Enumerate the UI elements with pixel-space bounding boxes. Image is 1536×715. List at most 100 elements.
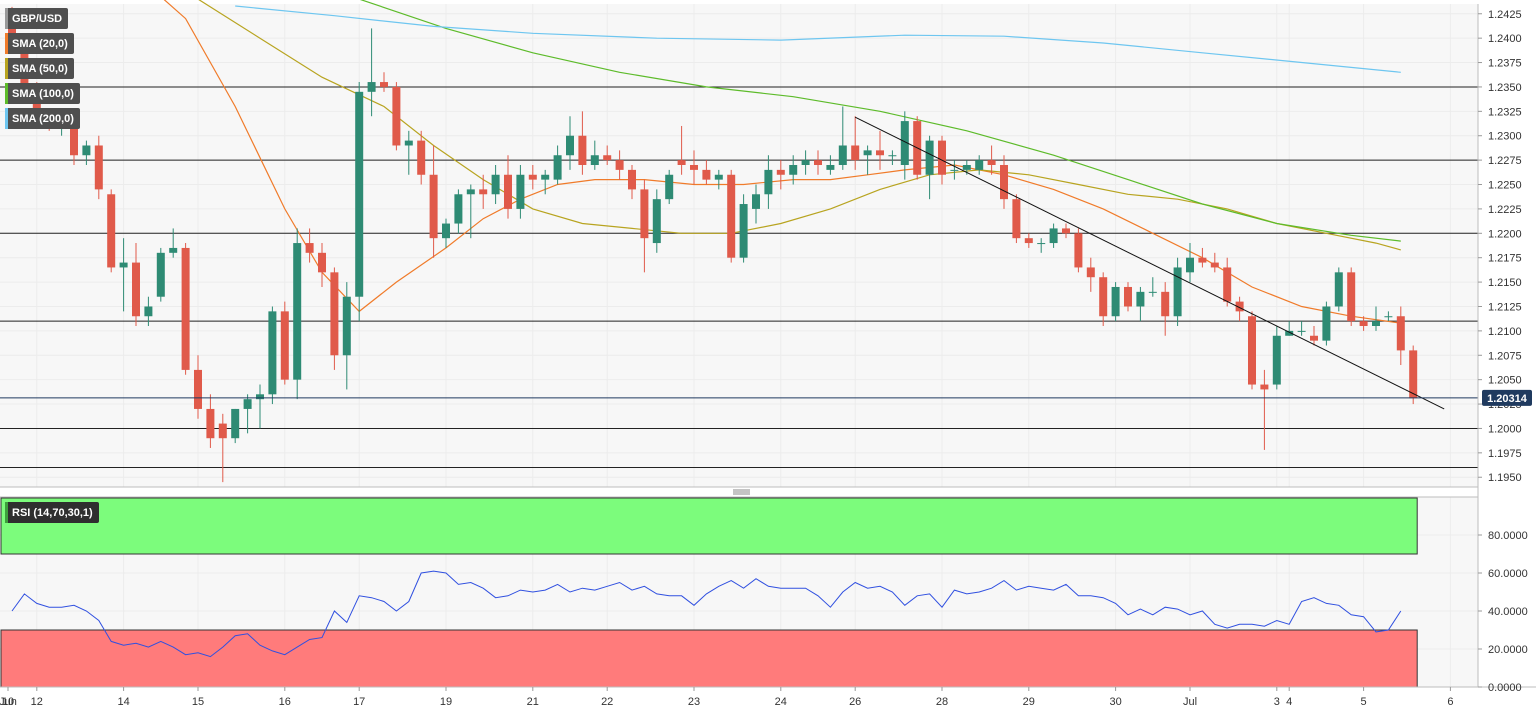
candle-body: [479, 189, 488, 195]
time-tick-label: 14: [117, 696, 129, 708]
rsi-tick-label: 0.0000: [1488, 682, 1522, 694]
candle-body: [665, 174, 674, 200]
candle-body: [1037, 243, 1046, 245]
rsi-legend-item[interactable]: RSI (14,70,30,1): [5, 502, 99, 523]
price-pane-bg: [0, 4, 1478, 487]
candle-body: [987, 160, 996, 165]
indicator-legend: GBP/USD SMA (20,0) SMA (50,0) SMA (100,0…: [5, 8, 80, 133]
price-tick-label: 1.2425: [1488, 9, 1522, 21]
candle-body: [442, 223, 450, 239]
legend-item-sma100[interactable]: SMA (100,0): [5, 83, 80, 104]
candle-body: [1372, 321, 1380, 326]
candle-body: [231, 408, 240, 439]
price-tick-label: 1.2250: [1488, 180, 1522, 192]
rsi-tick-label: 20.0000: [1488, 644, 1528, 656]
candle-body: [1409, 350, 1418, 399]
legend-label: SMA (50,0): [12, 62, 68, 75]
candle-body: [156, 252, 165, 297]
candle-body: [107, 194, 116, 268]
candle-body: [318, 252, 326, 273]
candle-body: [1161, 291, 1170, 317]
candle-body: [1062, 228, 1070, 234]
candle-body: [1285, 330, 1294, 336]
price-tick-label: 1.2075: [1488, 350, 1522, 362]
legend-item-sma20[interactable]: SMA (20,0): [5, 33, 74, 54]
time-tick-label: 29: [1023, 696, 1035, 708]
legend-item-symbol[interactable]: GBP/USD: [5, 8, 69, 29]
legend-item-sma200[interactable]: SMA (200,0): [5, 108, 80, 129]
time-tick-label: 23: [688, 696, 700, 708]
candle-body: [256, 394, 264, 400]
candle-body: [330, 272, 339, 356]
candle-body: [206, 408, 215, 439]
candle-body: [1310, 335, 1318, 341]
rsi-overbought-zone: [0, 497, 1418, 555]
time-tick-label: 15: [192, 696, 204, 708]
candle-body: [1396, 316, 1405, 351]
last-price-tag: 1.20314: [1482, 389, 1532, 406]
candle-body: [628, 169, 636, 190]
time-tick-label: Jun: [0, 696, 17, 708]
legend-swatch: [5, 502, 8, 523]
candle-body: [1074, 233, 1083, 268]
candle-body: [1248, 316, 1256, 385]
candle-body: [752, 194, 760, 209]
price-tick-label: 1.2225: [1488, 204, 1522, 216]
legend-item-sma50[interactable]: SMA (50,0): [5, 58, 74, 79]
sma-line: [359, 0, 1401, 242]
rsi-oversold-zone: [0, 629, 1418, 688]
candle-body: [876, 150, 884, 156]
candle-body: [863, 150, 872, 156]
price-gridlines: [0, 4, 1478, 487]
time-tick-label: 30: [1109, 696, 1121, 708]
candle-body: [243, 399, 252, 409]
candle-body: [1322, 306, 1331, 341]
pane-splitter-handle[interactable]: [733, 489, 750, 495]
candle-body: [566, 135, 574, 156]
candle-body: [702, 169, 711, 180]
candle-body: [491, 174, 500, 195]
candle-body: [652, 199, 661, 244]
candle-body: [268, 311, 277, 395]
price-tick-label: 1.2275: [1488, 155, 1522, 167]
candle-body: [690, 165, 698, 170]
price-tick-label: 1.2150: [1488, 277, 1522, 289]
time-tick-label: 5: [1361, 696, 1367, 708]
candle-body: [1049, 228, 1058, 244]
candle-body: [1347, 272, 1356, 322]
legend-swatch: [5, 8, 8, 29]
candle-body: [776, 169, 785, 175]
price-tick-label: 1.2375: [1488, 58, 1522, 70]
price-tick-label: 1.2050: [1488, 375, 1522, 387]
candle-body: [590, 155, 599, 165]
candle-body: [764, 169, 773, 195]
time-tick-label: 19: [440, 696, 452, 708]
candle-body: [578, 135, 587, 165]
time-tick-label: 4: [1286, 696, 1292, 708]
candle-body: [962, 165, 971, 170]
candle-body: [1384, 316, 1393, 318]
time-tick-label: 24: [775, 696, 787, 708]
candle-body: [789, 165, 798, 175]
candle-body: [169, 247, 178, 253]
price-tick-label: 1.2350: [1488, 82, 1522, 94]
candle-body: [454, 194, 463, 224]
last-price-tag-bg: [1482, 389, 1532, 406]
candle-body: [181, 247, 190, 370]
candle-body: [1099, 277, 1108, 317]
candle-body: [1012, 199, 1021, 239]
trendline: [854, 116, 1445, 410]
candle-body: [1260, 384, 1269, 390]
time-tick-label: 28: [936, 696, 948, 708]
candle-body: [144, 306, 153, 317]
legend-label: SMA (200,0): [12, 112, 74, 125]
candle-body: [900, 121, 909, 165]
time-tick-label: 12: [31, 696, 43, 708]
price-tick-label: 1.1950: [1488, 472, 1522, 484]
candle-body: [1111, 286, 1120, 317]
candle-body: [218, 423, 227, 439]
price-tick-label: 1.2325: [1488, 106, 1522, 118]
legend-swatch: [5, 108, 8, 129]
